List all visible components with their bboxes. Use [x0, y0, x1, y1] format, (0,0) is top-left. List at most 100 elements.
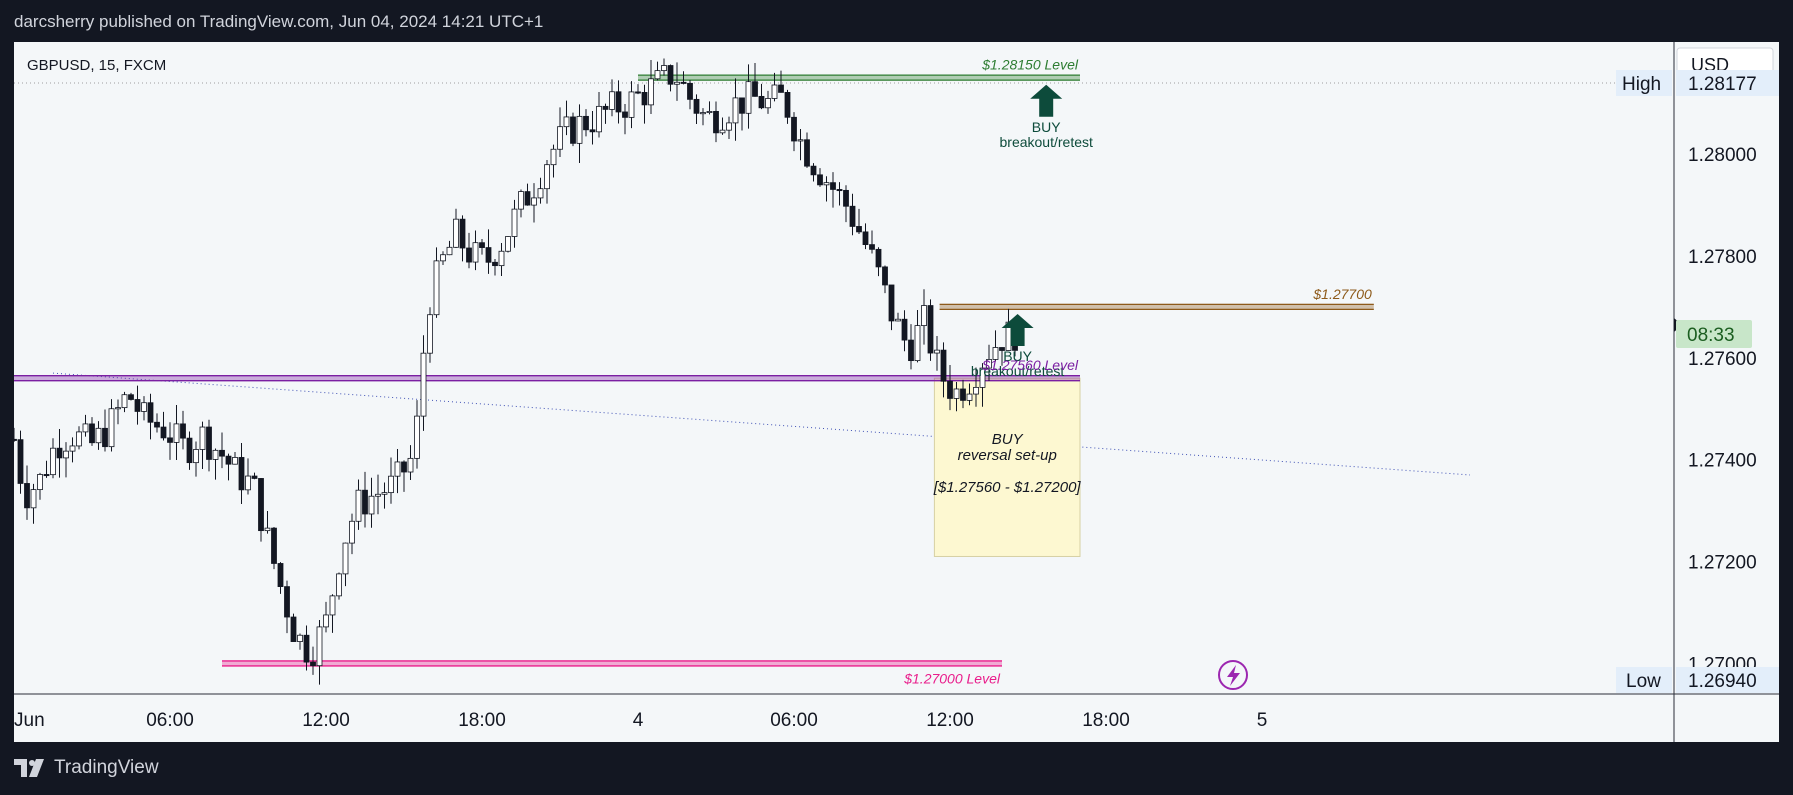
candle-body	[277, 563, 284, 587]
level-127000-band	[222, 660, 1002, 667]
alert-lightning-icon[interactable]	[1218, 660, 1248, 690]
tradingview-logo-icon	[14, 759, 44, 777]
candle-body	[368, 495, 375, 515]
candle-body	[238, 457, 245, 491]
candle-body	[284, 586, 290, 618]
high-label: High	[1622, 74, 1661, 95]
candle-body	[115, 407, 121, 410]
level-128150-band	[638, 74, 1080, 81]
candle-body	[180, 423, 186, 439]
candle-body	[615, 91, 622, 113]
time-tick-label-6: 12:00	[926, 710, 974, 731]
candle-body	[141, 402, 147, 412]
candle-body	[953, 388, 960, 399]
chart-frame[interactable]	[14, 42, 1779, 742]
footer: TradingView	[0, 742, 1793, 795]
candle-body	[719, 129, 726, 134]
candle-body	[550, 148, 557, 166]
candle-body	[69, 445, 76, 452]
candle-body	[882, 266, 888, 286]
candle-body	[706, 110, 713, 113]
time-tick-label-7: 18:00	[1082, 710, 1130, 731]
dotted-trendline[interactable]	[52, 372, 1471, 476]
candle-body	[271, 527, 277, 564]
price-tick-label-3: 1.27800	[1688, 247, 1757, 268]
candle-body	[966, 393, 973, 401]
candle-body	[810, 165, 817, 176]
candle-body	[934, 349, 940, 354]
buy-zone-rect[interactable]	[933, 377, 1081, 557]
candle-body	[583, 115, 589, 131]
candle-body	[154, 421, 160, 428]
candle-body	[420, 352, 427, 417]
arrow-mid-label-bottom: breakout/retest	[971, 363, 1064, 379]
arrow-top-icon[interactable]	[1030, 84, 1063, 117]
candle-body	[427, 314, 433, 354]
candle-body	[661, 65, 667, 72]
buy-zone-group[interactable]	[933, 377, 1081, 557]
time-tick-label-0: Jun	[14, 710, 45, 731]
candle-body	[212, 449, 219, 460]
candle-body	[784, 92, 791, 118]
candle-body	[518, 191, 524, 210]
candle-body	[524, 191, 531, 206]
arrow-mid-icon[interactable]	[1001, 313, 1034, 346]
candle-body	[459, 218, 466, 249]
candle-body	[24, 483, 30, 509]
trendline-group[interactable]	[52, 372, 1471, 476]
candle-body	[576, 115, 583, 144]
candle-body	[992, 347, 999, 360]
candle-body	[641, 92, 648, 106]
candle-body	[453, 218, 459, 248]
candle-body	[245, 475, 251, 491]
candle-body	[17, 439, 24, 484]
zone-subtitle: reversal set-up	[958, 447, 1057, 464]
candle-body	[771, 84, 778, 99]
candle-body	[316, 626, 323, 667]
level-127560-band	[14, 375, 1080, 382]
candle-body	[485, 247, 492, 263]
candle-body	[193, 449, 199, 464]
arrow-top-label-top: BUY	[1032, 119, 1061, 135]
candle-body	[823, 182, 830, 186]
levels-group[interactable]	[14, 74, 1374, 667]
candle-body	[342, 542, 349, 575]
candle-body	[498, 250, 505, 267]
candle-body	[251, 475, 258, 479]
candle-body	[713, 110, 719, 134]
candle-body	[960, 388, 966, 401]
candle-body	[739, 97, 745, 114]
candle-body	[667, 65, 674, 85]
low-value: 1.26940	[1688, 671, 1757, 692]
candle-body	[622, 111, 628, 118]
candle-body	[765, 98, 771, 109]
candle-body	[511, 208, 518, 237]
brand[interactable]: TradingView	[14, 757, 159, 779]
low-badge	[1616, 667, 1672, 693]
zone-range: [$1.27560 - $1.27200]	[933, 479, 1082, 496]
candle-body	[440, 254, 446, 262]
candle-body	[693, 98, 700, 114]
candle-body	[349, 520, 355, 544]
candle-body	[895, 318, 901, 322]
candle-body	[927, 305, 934, 354]
candle-body	[888, 284, 895, 322]
candle-body	[56, 447, 63, 459]
candle-body	[674, 81, 680, 85]
low-label: Low	[1626, 671, 1661, 692]
time-axis[interactable]: Jun 06:00 12:00 18:00 4 06:00 12:00 18:00 5	[14, 710, 1267, 731]
price-axis[interactable]: 1.272001.274001.276001.278001.280001.270…	[1688, 145, 1757, 675]
candle-body	[388, 475, 394, 494]
candle-body	[362, 489, 368, 515]
candle-body	[700, 112, 706, 115]
candle-body	[778, 84, 784, 93]
candle-body	[381, 492, 388, 495]
candle-body	[134, 399, 141, 412]
candle-body	[50, 447, 56, 476]
symbol-line[interactable]: GBPUSD, 15, FXCM	[27, 57, 166, 74]
candle-body	[947, 380, 953, 399]
candle-body	[752, 81, 758, 97]
